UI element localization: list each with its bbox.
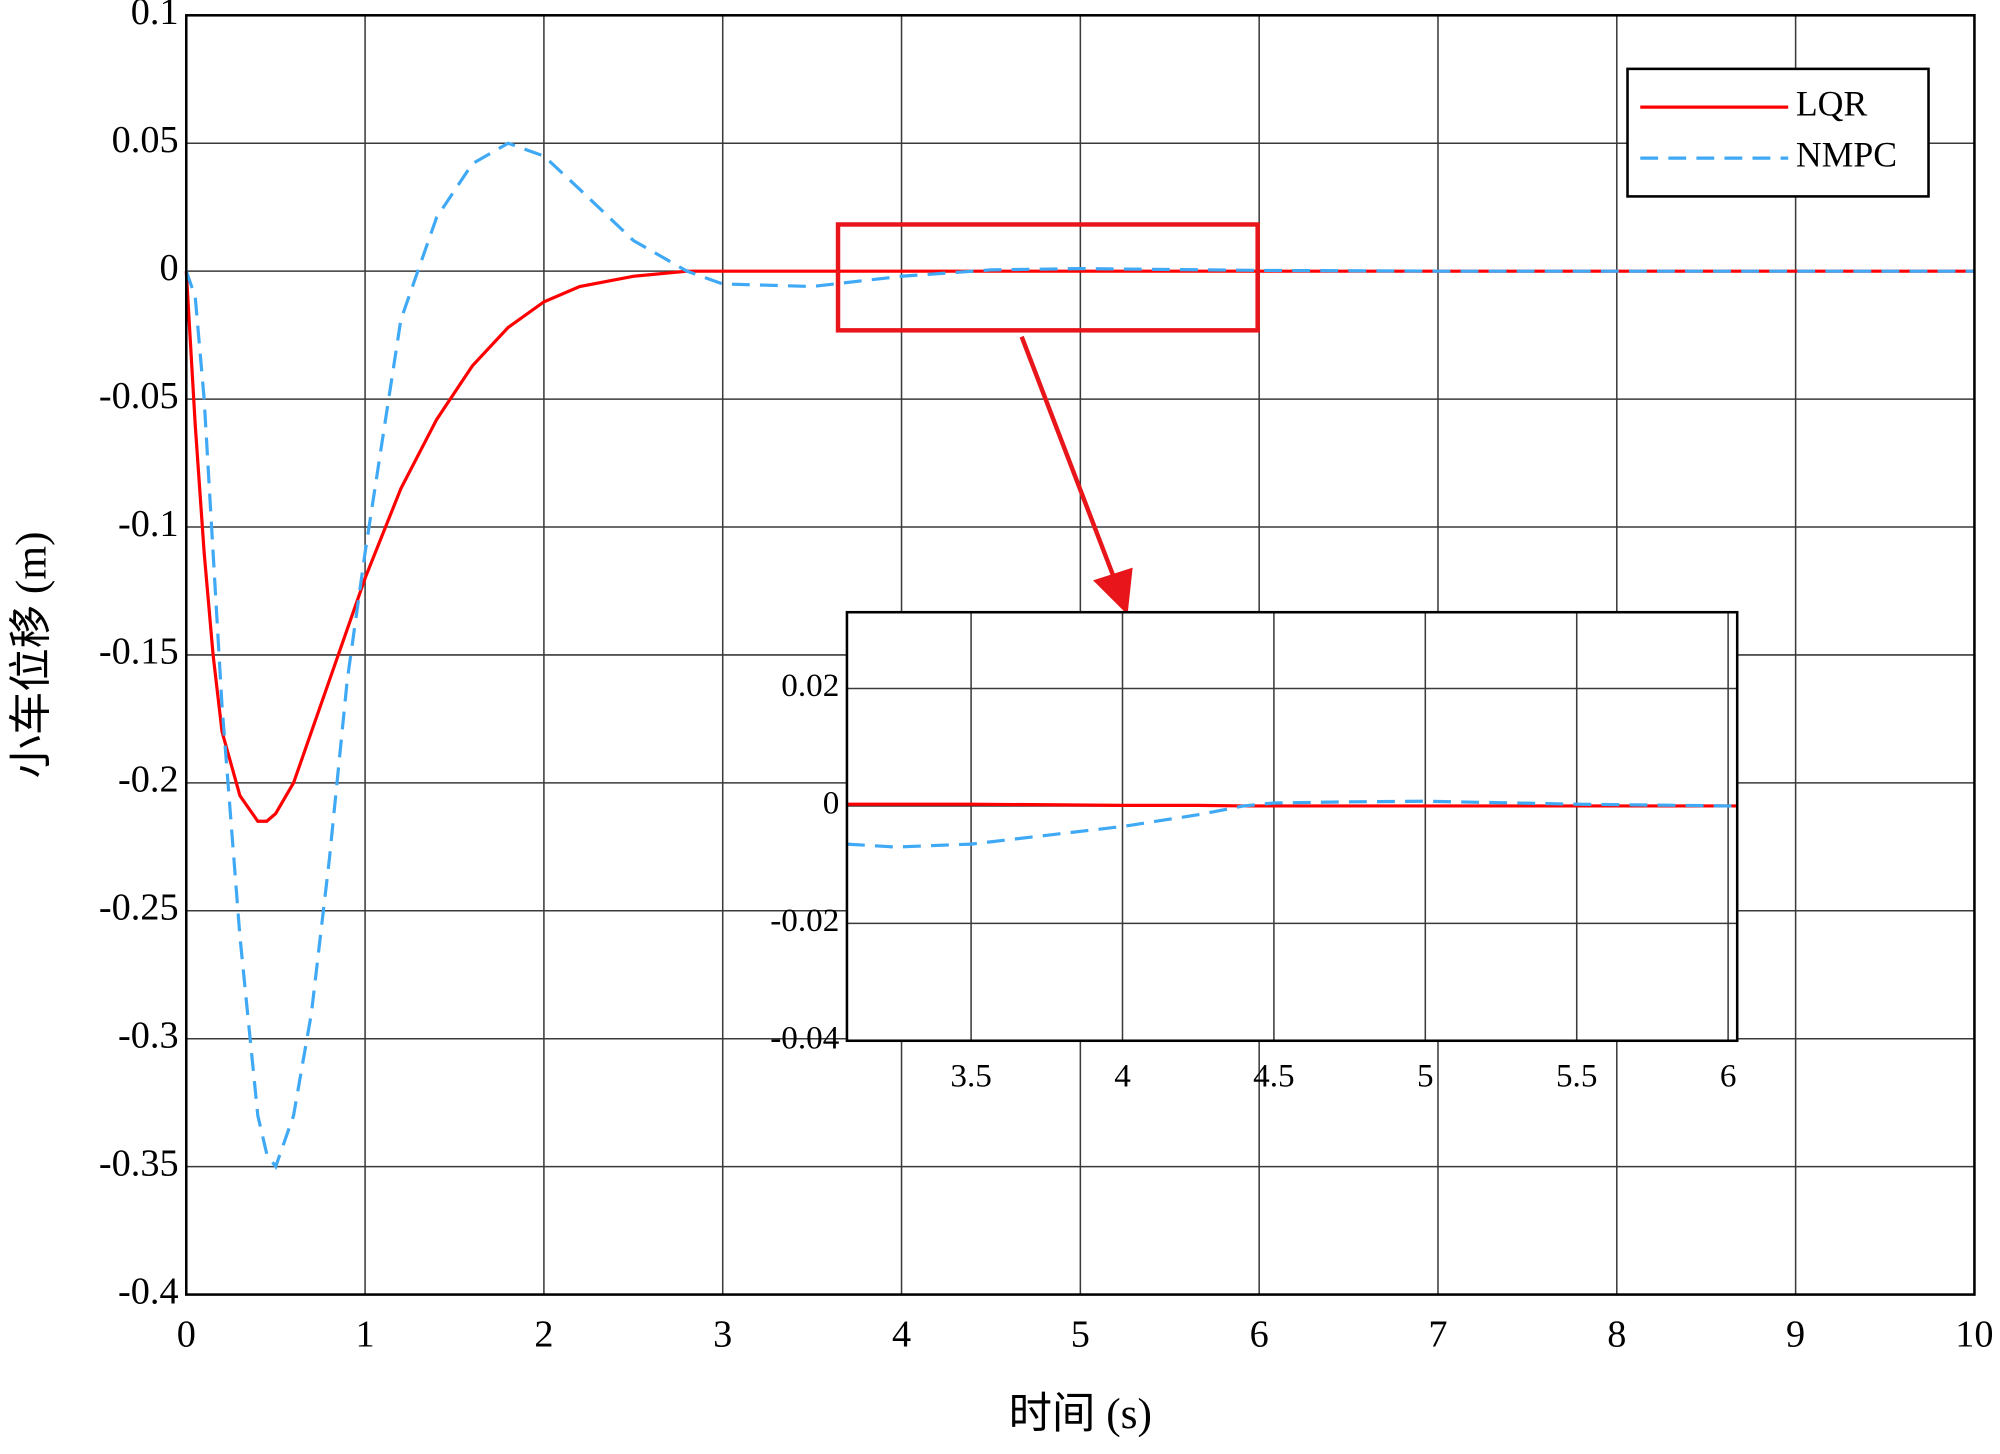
x-tick-label: 4	[1114, 1058, 1131, 1095]
x-tick-label: 4	[892, 1314, 911, 1356]
x-tick-label: 5	[1071, 1314, 1090, 1356]
plot-area	[846, 612, 1738, 1041]
x-tick-label: 6	[1720, 1058, 1737, 1095]
x-tick-label: 8	[1607, 1314, 1626, 1356]
axes-frame	[845, 610, 1739, 1043]
y-tick-label: -0.15	[99, 631, 179, 673]
legend-label: LQR	[1796, 83, 1868, 123]
x-axis-label: 时间 (s)	[1009, 1390, 1152, 1438]
x-tick-label: 7	[1428, 1314, 1447, 1356]
axes-frame	[184, 14, 1976, 1296]
y-tick-label: 0	[823, 785, 840, 822]
axes: 0.02 0 -0.02 -0.04 3.5 4 4.5 5 5.5 6	[770, 610, 1739, 1095]
y-tick-label: -0.1	[118, 503, 179, 545]
legend-box	[1626, 67, 1930, 198]
x-tick-label: 3	[713, 1314, 732, 1356]
x-tick-label: 2	[534, 1314, 553, 1356]
y-tick-label: -0.04	[770, 1019, 839, 1056]
y-tick-label: -0.35	[99, 1142, 179, 1184]
zoom-arrow	[1019, 335, 1116, 578]
y-axis-label: 小车位移 (m)	[8, 531, 56, 778]
x-tick-label: 10	[1955, 1314, 1993, 1356]
zoom-box	[835, 222, 1260, 333]
x-tick-label: 3.5	[950, 1058, 991, 1095]
y-tick-label: -0.25	[99, 887, 179, 929]
x-tick-label: 9	[1786, 1314, 1805, 1356]
legend-label: NMPC	[1796, 134, 1897, 174]
x-tick-label: 0	[177, 1314, 196, 1356]
y-tick-label: 0	[159, 247, 178, 289]
y-tick-label: 0.05	[112, 119, 179, 161]
x-tick-label: 5.5	[1556, 1058, 1597, 1095]
x-tick-label: 6	[1250, 1314, 1269, 1356]
y-tick-label: 0.1	[131, 0, 179, 33]
y-tick-label: -0.02	[770, 902, 839, 939]
x-tick-label: 5	[1417, 1058, 1434, 1095]
y-tick-label: -0.3	[118, 1014, 179, 1056]
y-tick-label: 0.02	[781, 667, 839, 704]
y-tick-label: -0.05	[99, 375, 179, 417]
series-line	[184, 269, 1975, 823]
x-tick-label: 1	[356, 1314, 375, 1356]
y-tick-label: -0.2	[118, 759, 179, 801]
zoom-arrow-head	[1093, 567, 1133, 615]
x-tick-label: 4.5	[1253, 1058, 1294, 1095]
series-line	[846, 799, 1738, 849]
y-tick-label: -0.4	[118, 1270, 179, 1312]
